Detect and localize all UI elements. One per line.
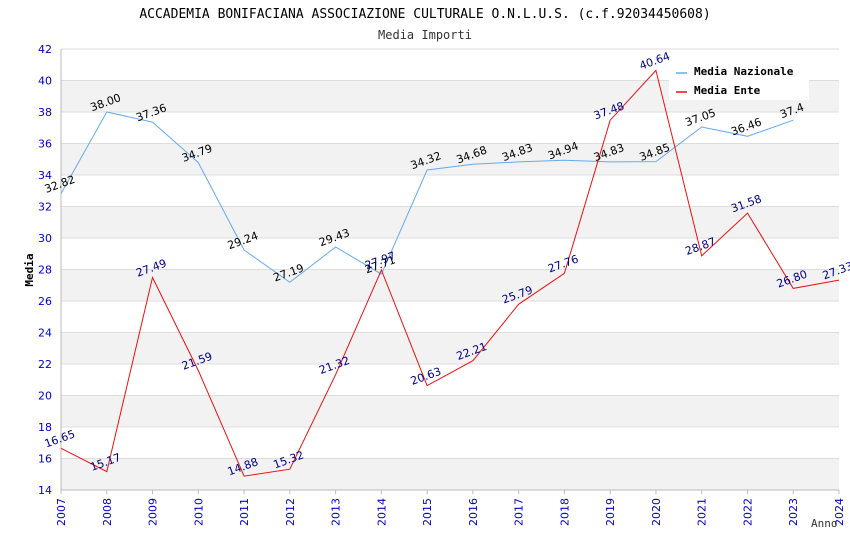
grid-band	[61, 269, 839, 301]
y-axis-label: Media	[23, 253, 36, 286]
grid-band	[61, 206, 839, 238]
y-tick-label: 36	[38, 138, 52, 151]
x-tick-label: 2023	[787, 498, 800, 526]
legend-label-ente: Media Ente	[694, 84, 761, 97]
x-tick-label: 2016	[467, 498, 480, 526]
y-tick-label: 40	[38, 75, 52, 88]
x-tick-label: 2007	[55, 498, 68, 526]
axes	[60, 49, 839, 491]
x-tick-label: 2017	[513, 498, 526, 526]
grid-band	[61, 143, 839, 175]
y-tick-label: 18	[38, 421, 52, 434]
x-tick-label: 2008	[101, 498, 114, 526]
legend-label-nazionale: Media Nazionale	[694, 65, 794, 78]
x-tick-label: 2011	[238, 498, 251, 526]
x-tick-label: 2019	[604, 498, 617, 526]
grid-bands	[61, 80, 839, 490]
x-tick-label: 2012	[284, 498, 297, 526]
y-tick-labels: 14 16 18 20 22 24 26 28 30 32 34 36 38 40 42	[38, 43, 52, 497]
x-tick-label: 2010	[192, 498, 205, 526]
y-tick-label: 14	[38, 484, 52, 497]
x-tick-label: 2021	[696, 498, 709, 526]
y-tick-label: 42	[38, 43, 52, 56]
legend-box	[669, 59, 809, 100]
chart-subtitle: Media Importi	[378, 28, 472, 42]
y-tick-label: 28	[38, 264, 52, 277]
series-line-media-nazionale	[60, 111, 794, 283]
y-tick-label: 32	[38, 201, 52, 214]
x-tick-label: 2014	[375, 498, 388, 526]
x-tick-label: 2022	[741, 498, 754, 526]
y-tick-label: 30	[38, 232, 52, 245]
y-tick-label: 16	[38, 453, 52, 466]
x-tick-label: 2013	[330, 498, 343, 526]
y-tick-label: 38	[38, 106, 52, 119]
x-axis-label: Anno	[811, 517, 838, 530]
x-tick-labels: 2007 2008 2009 2010 2011 2012 2013 2014 2015 2016…	[55, 490, 846, 526]
x-tick-label: 2015	[421, 498, 434, 526]
legend: Media Nazionale Media Ente	[669, 59, 809, 100]
grid-band	[61, 395, 839, 427]
x-tick-label: 2018	[558, 498, 571, 526]
y-tick-label: 24	[38, 327, 52, 340]
y-tick-label: 20	[38, 390, 52, 403]
y-tick-label: 22	[38, 358, 52, 371]
x-tick-label: 2020	[650, 498, 663, 526]
x-tick-label: 2024	[833, 498, 846, 526]
grid-band	[61, 458, 839, 490]
y-tick-label: 34	[38, 169, 52, 182]
y-tick-label: 26	[38, 295, 52, 308]
x-tick-label: 2009	[147, 498, 160, 526]
series-lines	[60, 69, 840, 477]
grid-band	[61, 332, 839, 364]
series-line-media-ente	[60, 69, 840, 477]
chart-title: ACCADEMIA BONIFACIANA ASSOCIAZIONE CULTU…	[139, 7, 710, 22]
